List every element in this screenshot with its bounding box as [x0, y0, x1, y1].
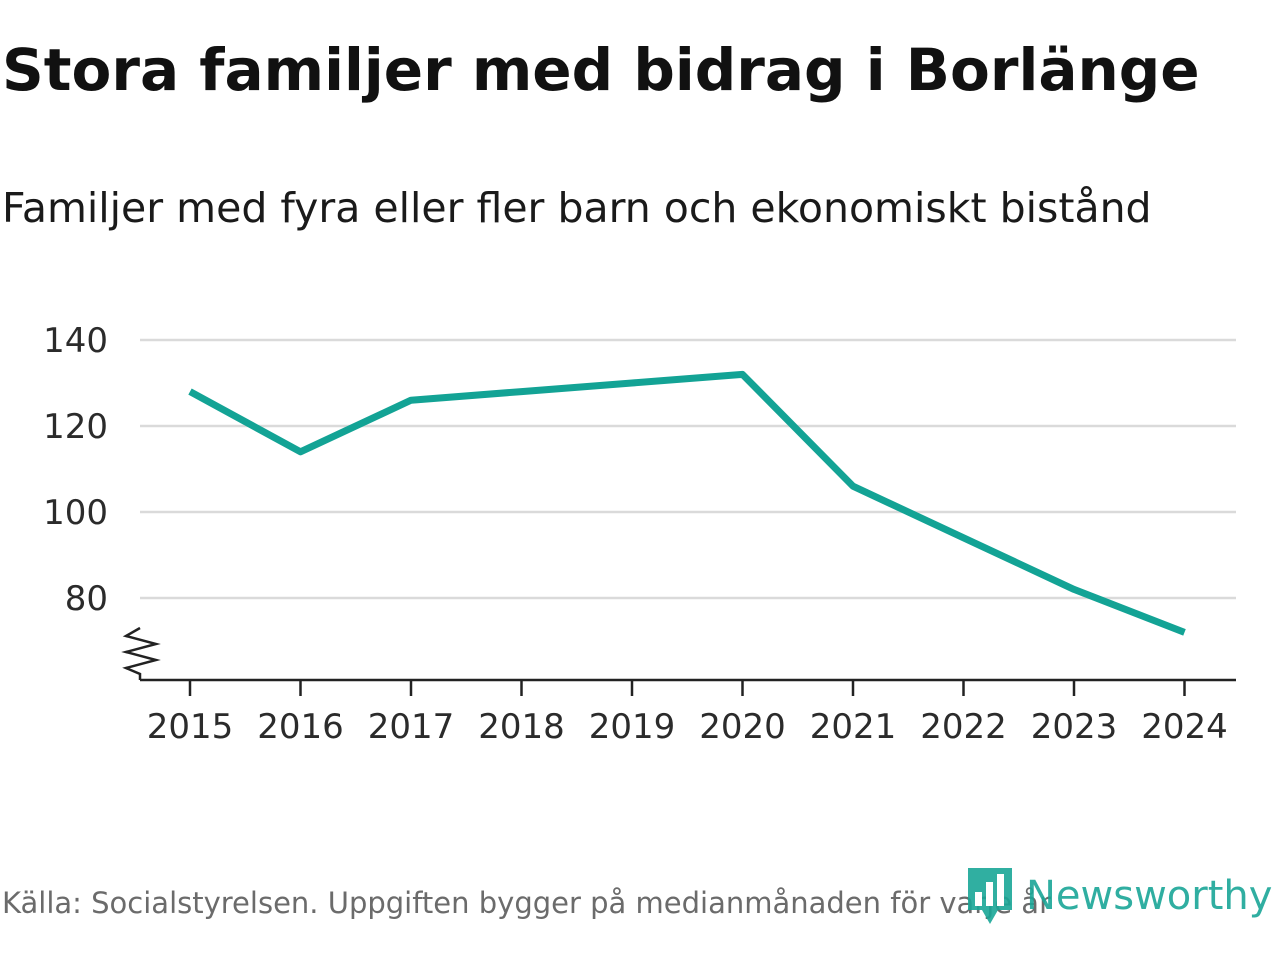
y-tick-label-80: 80: [65, 579, 108, 619]
y-tick-label-140: 140: [43, 321, 108, 361]
x-tick-label-2016: 2016: [257, 707, 344, 747]
series-line-0: [188, 370, 1186, 636]
newsworthy-logo: Newsworthy: [964, 866, 1272, 926]
axis-break-icon: [121, 626, 161, 680]
source-note: Källa: Socialstyrelsen. Uppgiften bygger…: [2, 886, 1051, 920]
chart-subtitle: Familjer med fyra eller fler barn och ek…: [2, 184, 1152, 232]
x-tick-label-2024: 2024: [1141, 707, 1228, 747]
x-tick-label-2021: 2021: [810, 707, 897, 747]
x-tick-label-2017: 2017: [368, 707, 455, 747]
brand-name: Newsworthy: [1026, 873, 1273, 919]
x-tick-label-2023: 2023: [1031, 707, 1118, 747]
bar-chart-pin-icon: [968, 868, 1012, 924]
y-tick-label-100: 100: [43, 493, 108, 533]
x-tick-label-2020: 2020: [699, 707, 786, 747]
x-tick-label-2015: 2015: [147, 707, 234, 747]
chart-title: Stora familjer med bidrag i Borlänge: [2, 36, 1200, 104]
x-tick-label-2022: 2022: [920, 707, 1007, 747]
x-tick-label-2019: 2019: [589, 707, 676, 747]
y-tick-label-120: 120: [43, 407, 108, 447]
x-tick-label-2018: 2018: [478, 707, 565, 747]
